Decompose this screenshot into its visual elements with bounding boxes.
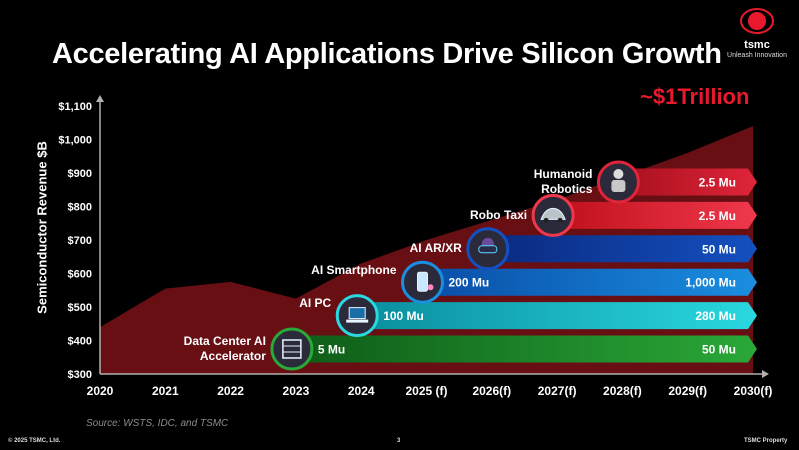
y-tick-label: $600 [68,269,92,281]
band-bar [491,235,757,263]
logo-tagline: Unleash Innovation [727,52,787,59]
robot-icon [611,169,626,192]
application-label: Data Center AI Accelerator [183,334,266,363]
x-tick-label: 2024 [348,384,375,398]
band-end-label: 50 Mu [702,242,736,256]
laptop-icon [346,307,369,323]
y-tick-label: $900 [68,168,92,180]
application-label: AI PC [299,296,332,311]
band-end-label: 50 Mu [702,343,736,357]
x-tick-label: 2025 (f) [405,384,447,398]
application-label: Humanoid Robotics [533,167,593,196]
application-band: 100 Mu 280 Mu [335,294,757,338]
tsmc-logo-icon [740,8,774,34]
trillion-callout: ~$1Trillion [640,84,750,109]
y-tick-label: $1,100 [58,101,92,113]
band-end-label: 1,000 Mu [685,276,736,290]
band-bar [426,268,757,296]
application-band: 2.5 Mu [596,160,757,204]
logo-text: tsmc [744,39,770,51]
smartphone-icon [417,271,434,292]
band-start-label: 100 Mu [383,309,424,323]
x-tick-label: 2026(f) [472,384,511,398]
y-axis-arrow [96,95,104,102]
y-tick-label: $1,000 [58,135,92,147]
y-tick-label: $700 [68,235,92,247]
application-label: AI AR/XR [409,241,462,256]
band-bar [557,201,757,229]
x-tick-label: 2022 [217,384,244,398]
band-start-label: 200 Mu [449,276,490,290]
band-bar [361,302,757,330]
application-band: 200 Mu 1,000 Mu [401,260,757,304]
x-tick-label: 2028(f) [603,384,642,398]
property-notice: TSMC Property [744,438,788,444]
copyright: © 2025 TSMC, Ltd. [8,438,61,444]
source-note: Source: WSTS, IDC, and TSMC [86,418,229,429]
application-label: Robo Taxi [469,207,528,222]
x-tick-label: 2030(f) [734,384,773,398]
band-end-label: 2.5 Mu [699,176,736,190]
page-number: 3 [397,438,401,444]
server-icon [282,339,302,359]
vr-headset-icon [478,237,498,254]
band-end-label: 2.5 Mu [699,209,736,223]
x-tick-label: 2021 [152,384,179,398]
band-start-label: 5 Mu [318,343,345,357]
x-tick-label: 2023 [283,384,310,398]
y-tick-label: $400 [68,336,92,348]
x-tick-label: 2029(f) [668,384,707,398]
application-band: 5 Mu 50 Mu [270,327,757,371]
band-bar [622,168,757,196]
application-label: AI Smartphone [311,262,397,277]
y-tick-label: $500 [68,302,92,314]
x-tick-label: 2020 [87,384,114,398]
x-tick-label: 2027(f) [538,384,577,398]
application-band: 50 Mu [466,227,757,271]
application-band: 2.5 Mu [531,193,757,237]
x-axis-arrow [762,370,769,378]
band-end-label: 280 Mu [695,309,736,323]
car-icon [540,207,566,223]
tsmc-logo: tsmc Unleash Innovation [722,8,792,59]
y-axis-label: Semiconductor Revenue $B [34,141,50,314]
y-tick-label: $800 [68,202,92,214]
band-bar [295,335,757,363]
slide-title: Accelerating AI Applications Drive Silic… [52,38,722,70]
y-tick-label: $300 [68,369,92,381]
band-icon-circle [270,327,314,371]
